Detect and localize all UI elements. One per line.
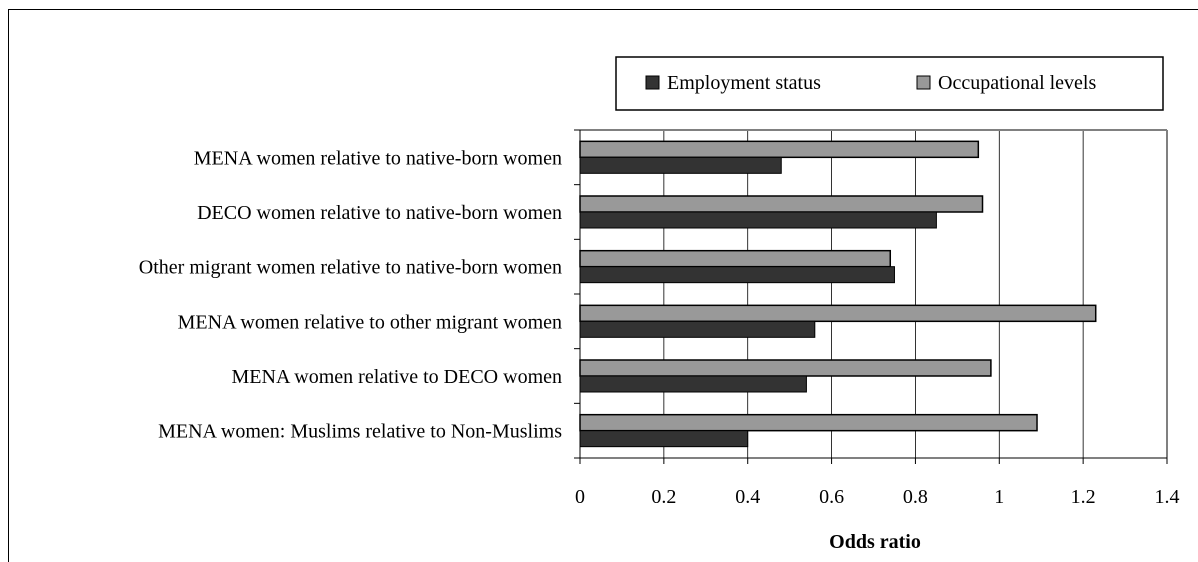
x-tick-label: 0.4 <box>735 486 760 508</box>
x-tick-label: 0.6 <box>819 486 844 508</box>
bar-occupational-levels <box>579 304 1097 323</box>
bar-employment-status <box>579 430 749 448</box>
bar-employment-status <box>579 375 807 393</box>
legend-label-occupational-levels: Occupational levels <box>938 72 1096 94</box>
bar-occupational-levels <box>579 195 984 213</box>
y-category-label: MENA women relative to other migrant wom… <box>178 311 562 333</box>
legend-swatch-employment-status <box>645 75 660 90</box>
y-category-label: MENA women: Muslims relative to Non-Musl… <box>158 421 562 443</box>
frame-left-border <box>8 9 9 562</box>
y-category-label: Other migrant women relative to native-b… <box>139 257 562 279</box>
bar-employment-status <box>579 320 816 338</box>
bar-employment-status <box>579 211 937 229</box>
x-tick-label: 1.4 <box>1155 486 1180 508</box>
x-tick-label: 0 <box>575 486 585 508</box>
x-tick-label: 1.2 <box>1071 486 1096 508</box>
bar-occupational-levels <box>579 413 1038 432</box>
x-axis-title: Odds ratio <box>829 531 921 553</box>
plot-area: 0 0.2 0.4 0.6 0.8 1 1.2 1.4 MENA women relative … <box>139 129 1180 508</box>
bar-employment-status <box>579 266 895 284</box>
frame-top-border <box>8 9 1198 10</box>
bar-occupational-levels <box>579 359 992 377</box>
bar-occupational-levels <box>579 249 892 268</box>
y-category-label: MENA women relative to native-born women <box>194 147 562 169</box>
legend: Employment status Occupational levels <box>615 56 1164 111</box>
legend-label-employment-status: Employment status <box>667 72 821 94</box>
x-tick-label: 0.2 <box>651 486 676 508</box>
x-tick-label: 0.8 <box>903 486 928 508</box>
legend-box <box>615 56 1164 111</box>
bar-occupational-levels <box>579 140 980 159</box>
bar-employment-status <box>579 156 782 174</box>
x-tick-label: 1 <box>994 486 1004 508</box>
y-category-label: MENA women relative to DECO women <box>232 366 563 388</box>
legend-swatch-occupational-levels <box>916 75 931 90</box>
y-category-label: DECO women relative to native-born women <box>197 202 562 224</box>
